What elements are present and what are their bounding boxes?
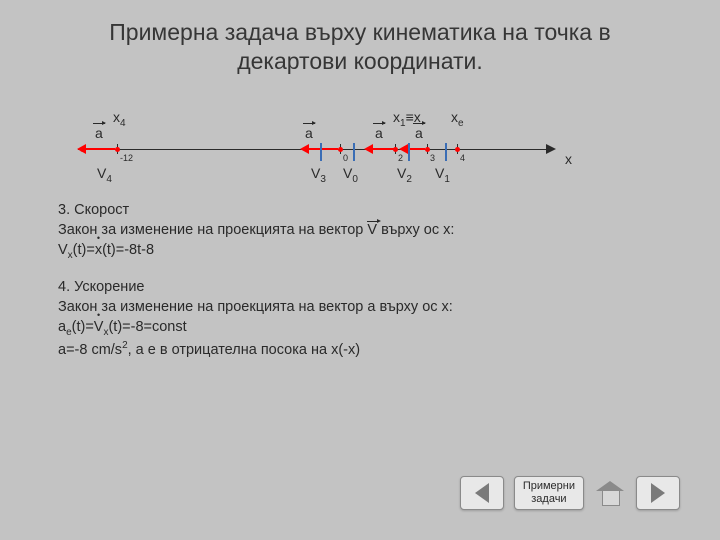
red-vector	[85, 148, 115, 150]
a-label: a	[375, 125, 383, 141]
x-point-label: x4	[113, 109, 126, 129]
home-button[interactable]	[594, 477, 626, 509]
sec3-law: Закон за изменение на проекцията на вект…	[58, 220, 658, 240]
a-arrow-icon	[93, 123, 105, 124]
v-label: V2	[397, 165, 412, 185]
sec4-result: a=-8 cm/s2, a е в отрицателна посока на …	[58, 339, 658, 360]
v-label: V0	[343, 165, 358, 185]
slide-title: Примерна задача върху кинематика на точк…	[0, 0, 720, 76]
red-vector-arrow	[300, 144, 309, 154]
x-point-label: xe	[451, 109, 464, 129]
sec4-formula: ae(t)=Vx(t)=-8=const	[58, 317, 658, 340]
a-label: a	[305, 125, 313, 141]
tick-label: 4	[460, 153, 465, 163]
chevron-left-icon	[475, 483, 489, 503]
tick-label: -12	[120, 153, 133, 163]
red-vector	[372, 148, 394, 150]
tick-label: 3	[430, 153, 435, 163]
prev-button[interactable]	[460, 476, 504, 510]
x-axis-arrowhead	[546, 144, 556, 154]
chevron-right-icon	[651, 483, 665, 503]
tick-label: 2	[398, 153, 403, 163]
a-arrow-icon	[303, 123, 315, 124]
red-vector-arrow	[364, 144, 373, 154]
blue-bar	[408, 143, 410, 161]
red-vector	[308, 148, 338, 150]
x-point-label: x1≡x	[393, 109, 421, 129]
red-vector-arrow	[399, 144, 408, 154]
next-button[interactable]	[636, 476, 680, 510]
nav-bar: Примернизадачи	[460, 476, 680, 510]
v-label: V4	[97, 165, 112, 185]
axis-diagram: x -120234aaaax4x1≡xxeV4V3V0V2V1	[75, 115, 630, 185]
blue-bar	[353, 143, 355, 161]
sec3-heading: 3. Скорост	[58, 200, 658, 220]
sec4-law: Закон за изменение на проекцията на вект…	[58, 297, 658, 317]
sec3-formula: Vx(t)=x(t)=-8t-8	[58, 240, 658, 263]
red-dot	[455, 147, 460, 152]
body-text: 3. Скорост Закон за изменение на проекци…	[58, 200, 658, 360]
sec4-heading: 4. Ускорение	[58, 277, 658, 297]
red-dot	[115, 147, 120, 152]
v-label: V1	[435, 165, 450, 185]
a-label: a	[95, 125, 103, 141]
examples-button[interactable]: Примернизадачи	[514, 476, 584, 509]
x-axis-label: x	[565, 151, 572, 167]
tick-label: 0	[343, 153, 348, 163]
red-dot	[425, 147, 430, 152]
red-dot	[338, 147, 343, 152]
v-label: V3	[311, 165, 326, 185]
a-arrow-icon	[373, 123, 385, 124]
red-vector-arrow	[77, 144, 86, 154]
blue-bar	[445, 143, 447, 161]
blue-bar	[320, 143, 322, 161]
title-line1: Примерна задача върху кинематика на точк…	[109, 19, 610, 45]
title-line2: декартови координати.	[237, 48, 483, 74]
